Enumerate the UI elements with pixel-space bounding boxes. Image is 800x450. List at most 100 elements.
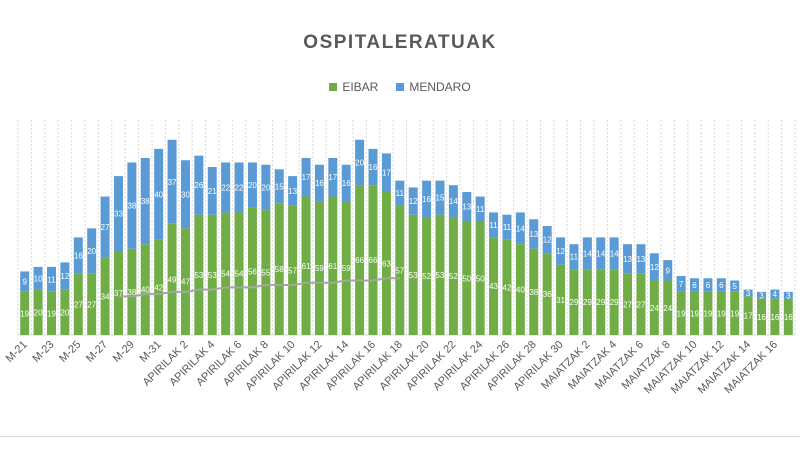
bar-mendaro <box>33 266 43 290</box>
bar-mendaro <box>489 212 499 238</box>
data-label-eibar: 50 <box>476 274 485 283</box>
data-label-mendaro: 12 <box>409 197 418 206</box>
data-label-eibar: 29 <box>610 298 619 307</box>
bar-mendaro <box>435 180 445 215</box>
bar-eibar <box>663 280 673 335</box>
x-tick-label: M-23 <box>30 339 56 365</box>
bar-mendaro <box>636 244 646 274</box>
bar-mendaro <box>381 153 391 192</box>
data-label-eibar: 42 <box>503 283 512 292</box>
bar-eibar <box>757 298 767 335</box>
bar-mendaro <box>770 289 780 299</box>
bar-eibar <box>703 291 713 335</box>
bar-eibar <box>395 205 405 335</box>
data-label-eibar: 53 <box>194 271 203 280</box>
data-label-eibar: 20 <box>60 308 69 317</box>
bar-eibar <box>381 191 391 335</box>
data-label-mendaro: 3 <box>746 289 751 298</box>
data-label-mendaro: 13 <box>462 203 471 212</box>
data-label-eibar: 61 <box>302 262 311 271</box>
bar-eibar <box>609 269 619 335</box>
bar-mendaro <box>743 289 753 297</box>
bar-mendaro <box>167 139 177 224</box>
data-label-mendaro: 16 <box>74 252 83 261</box>
data-label-eibar: 57 <box>288 266 297 275</box>
data-label-eibar: 27 <box>623 300 632 309</box>
data-label-eibar: 27 <box>74 300 83 309</box>
data-label-mendaro: 26 <box>194 181 203 190</box>
legend-label-mendaro: MENDARO <box>409 80 471 94</box>
data-label-eibar: 19 <box>703 309 712 318</box>
data-label-eibar: 54 <box>235 270 244 279</box>
data-label-mendaro: 30 <box>181 190 190 199</box>
data-label-eibar: 53 <box>409 271 418 280</box>
data-label-eibar: 29 <box>570 298 579 307</box>
bar-eibar <box>690 291 700 335</box>
chart-title: OSPITALERATUAK <box>303 32 497 53</box>
bar-eibar <box>154 239 164 335</box>
bar-mendaro <box>20 271 30 292</box>
data-label-mendaro: 14 <box>596 249 605 258</box>
bar-eibar <box>274 203 284 335</box>
bar-eibar <box>636 273 646 335</box>
bar-eibar <box>716 291 726 335</box>
bar-eibar <box>194 214 204 335</box>
bar-eibar <box>127 248 137 335</box>
bar-eibar <box>475 221 485 335</box>
bar-mendaro <box>60 262 70 290</box>
bar-mendaro <box>261 164 271 211</box>
bar-mendaro <box>154 148 164 240</box>
data-label-mendaro: 3 <box>786 291 791 300</box>
legend-label-eibar: EIBAR <box>342 80 379 94</box>
bar-mendaro <box>448 185 458 217</box>
data-label-mendaro: 16 <box>315 179 324 188</box>
bar-eibar <box>556 264 566 335</box>
bar-mendaro <box>288 176 298 206</box>
bar-eibar <box>649 280 659 335</box>
bar-mendaro <box>395 180 405 206</box>
data-label-eibar: 54 <box>221 270 230 279</box>
bar-mendaro <box>515 212 525 245</box>
data-label-mendaro: 20 <box>261 183 270 192</box>
bar-eibar <box>783 298 793 335</box>
bar-eibar <box>234 212 244 335</box>
data-label-eibar: 40 <box>516 286 525 295</box>
data-label-eibar: 27 <box>636 300 645 309</box>
data-label-mendaro: 10 <box>34 274 43 283</box>
data-label-mendaro: 17 <box>382 169 391 178</box>
bar-eibar <box>435 214 445 335</box>
data-label-eibar: 43 <box>489 282 498 291</box>
data-label-mendaro: 27 <box>101 223 110 232</box>
data-label-mendaro: 6 <box>719 281 724 290</box>
data-label-eibar: 29 <box>583 298 592 307</box>
bar-eibar <box>180 228 190 335</box>
bar-mendaro <box>73 237 83 274</box>
data-label-eibar: 59 <box>315 264 324 273</box>
data-label-mendaro: 17 <box>328 173 337 182</box>
data-label-mendaro: 5 <box>732 282 737 291</box>
data-label-mendaro: 3 <box>759 291 764 300</box>
data-label-mendaro: 22 <box>221 183 230 192</box>
bar-mendaro <box>180 160 190 229</box>
data-label-mendaro: 12 <box>543 236 552 245</box>
bar-eibar <box>167 223 177 335</box>
bar-eibar <box>73 273 83 335</box>
data-label-mendaro: 7 <box>679 280 684 289</box>
bar-eibar <box>422 216 432 335</box>
bar-eibar <box>502 239 512 335</box>
bar-eibar <box>46 291 56 335</box>
bar-mendaro <box>596 237 606 270</box>
chart-border <box>0 436 800 437</box>
bar-mendaro <box>221 162 231 213</box>
bar-eibar <box>542 253 552 335</box>
data-label-mendaro: 17 <box>302 173 311 182</box>
data-label-eibar: 29 <box>596 298 605 307</box>
data-label-eibar: 19 <box>690 309 699 318</box>
data-label-mendaro: 11 <box>396 189 405 198</box>
bar-mendaro <box>556 237 566 265</box>
bar-eibar <box>33 289 43 335</box>
x-tick-label: M-21 <box>4 339 30 365</box>
data-label-mendaro: 20 <box>355 158 364 167</box>
data-label-mendaro: 13 <box>623 255 632 264</box>
data-label-mendaro: 40 <box>154 190 163 199</box>
